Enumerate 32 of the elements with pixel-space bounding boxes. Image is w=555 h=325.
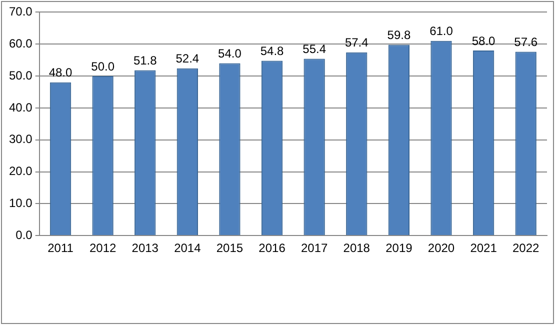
x-tick-label: 2012 bbox=[89, 241, 116, 256]
x-tick-label: 2020 bbox=[428, 241, 455, 256]
y-tick-label: 60.0 bbox=[8, 36, 33, 50]
data-label: 48.0 bbox=[48, 66, 73, 80]
data-label: 51.8 bbox=[133, 54, 158, 68]
data-label: 50.0 bbox=[91, 59, 115, 74]
data-label: 58.0 bbox=[472, 34, 496, 48]
x-tick-label: 2019 bbox=[386, 241, 413, 256]
y-tick-label: 30.0 bbox=[8, 132, 33, 146]
x-tick-label: 2013 bbox=[132, 241, 159, 256]
x-tick-label: 2018 bbox=[343, 241, 370, 256]
x-tick-label: 2022 bbox=[512, 241, 540, 256]
data-label: 57.6 bbox=[514, 35, 538, 50]
data-label: 54.8 bbox=[260, 44, 284, 58]
x-tick-label: 2014 bbox=[174, 241, 202, 256]
x-tick-label: 2015 bbox=[216, 241, 244, 256]
data-label: 61.0 bbox=[430, 24, 454, 38]
x-tick-label: 2016 bbox=[258, 241, 286, 256]
x-tick-label: 2021 bbox=[470, 241, 498, 256]
x-tick-label: 2011 bbox=[48, 241, 74, 256]
y-tick-label: 10.0 bbox=[8, 196, 33, 210]
data-label: 59.8 bbox=[387, 28, 411, 42]
data-label: 54.0 bbox=[218, 46, 242, 61]
data-label: 55.4 bbox=[302, 42, 326, 56]
data-label: 57.4 bbox=[344, 36, 369, 50]
y-tick-label: 70.0 bbox=[8, 4, 33, 19]
y-tick-label: 20.0 bbox=[8, 164, 33, 178]
y-tick-label: 0.0 bbox=[16, 228, 33, 242]
data-label: 52.4 bbox=[176, 52, 200, 66]
x-tick-label: 2017 bbox=[300, 241, 328, 256]
y-tick-label: 40.0 bbox=[8, 100, 33, 114]
y-tick-label: 50.0 bbox=[8, 68, 33, 82]
